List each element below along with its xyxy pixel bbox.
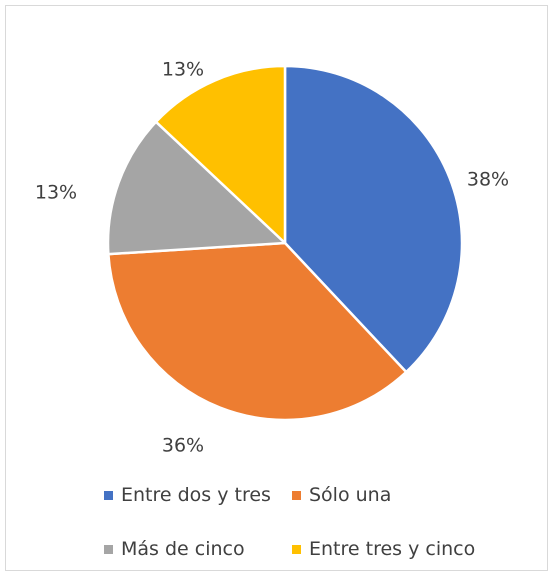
legend-item-mas-de-cinco: Más de cinco (104, 536, 245, 562)
legend-item-solo-una: Sólo una (292, 482, 391, 508)
data-label-solo-una: 36% (162, 435, 204, 457)
data-label-entre-tres-y-cinco: 13% (162, 59, 204, 81)
legend-swatch (292, 544, 301, 554)
legend-swatch (104, 544, 113, 554)
pie-slice-entre-dos-y-tres (283, 64, 464, 374)
legend-label: Sólo una (309, 484, 392, 506)
legend-swatch (104, 490, 113, 500)
data-label-entre-dos-y-tres: 38% (467, 169, 509, 191)
legend-label: Entre tres y cinco (309, 538, 476, 560)
legend-label: Entre dos y tres (121, 484, 271, 506)
data-label-mas-de-cinco: 13% (35, 182, 77, 204)
pie-slice-solo-una (107, 241, 408, 422)
pie-slice-mas-de-cinco (106, 120, 287, 256)
legend-item-entre-dos-y-tres: Entre dos y tres (104, 482, 271, 508)
legend-label: Más de cinco (121, 538, 245, 560)
legend-item-entre-tres-y-cinco: Entre tres y cinco (292, 536, 475, 562)
legend-swatch (292, 490, 301, 500)
pie-slice-entre-tres-y-cinco (154, 64, 287, 245)
